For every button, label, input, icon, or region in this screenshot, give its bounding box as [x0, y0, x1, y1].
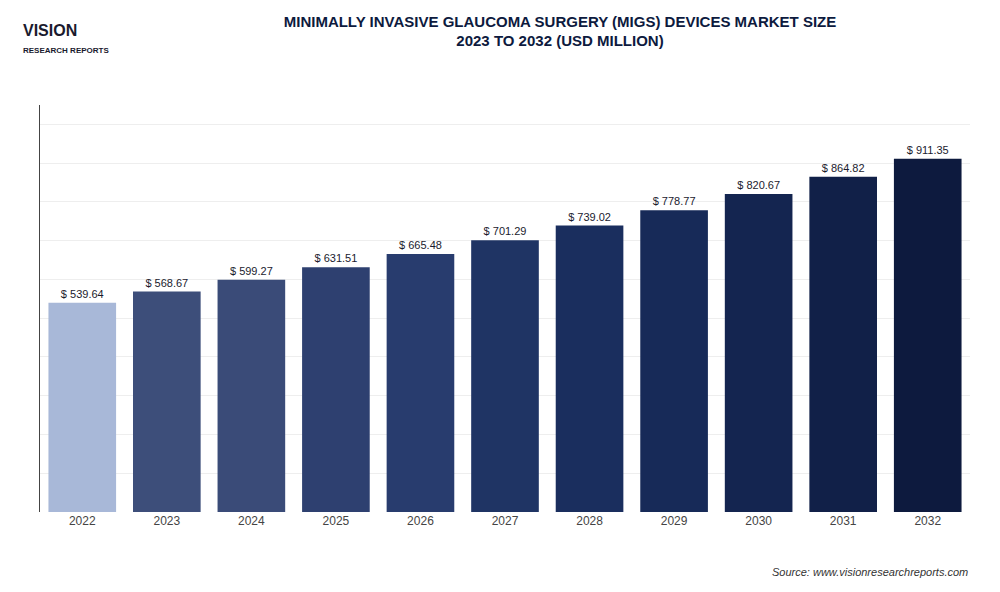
svg-text:2030: 2030 — [745, 514, 772, 528]
svg-text:$ 778.77: $ 778.77 — [653, 195, 696, 207]
svg-text:2027: 2027 — [492, 514, 519, 528]
svg-text:$ 911.35: $ 911.35 — [907, 144, 949, 156]
svg-text:VISION: VISION — [23, 22, 77, 39]
svg-text:2028: 2028 — [576, 514, 603, 528]
svg-text:$ 701.29: $ 701.29 — [484, 225, 527, 237]
svg-text:$ 539.64: $ 539.64 — [61, 288, 104, 300]
svg-text:2029: 2029 — [661, 514, 688, 528]
svg-text:2026: 2026 — [407, 514, 434, 528]
svg-text:2024: 2024 — [238, 514, 265, 528]
svg-text:2025: 2025 — [323, 514, 350, 528]
svg-text:2022: 2022 — [69, 514, 96, 528]
svg-text:RESEARCH REPORTS: RESEARCH REPORTS — [23, 46, 109, 55]
svg-text:$ 820.67: $ 820.67 — [737, 179, 780, 191]
svg-text:2031: 2031 — [830, 514, 857, 528]
svg-text:$ 665.48: $ 665.48 — [399, 239, 442, 251]
svg-text:2032: 2032 — [914, 514, 941, 528]
svg-text:MINIMALLY INVASIVE GLAUCOMA SU: MINIMALLY INVASIVE GLAUCOMA SURGERY (MIG… — [284, 13, 837, 50]
svg-text:$ 599.27: $ 599.27 — [230, 265, 273, 277]
svg-text:$ 568.67: $ 568.67 — [145, 277, 188, 289]
svg-text:2023: 2023 — [153, 514, 180, 528]
svg-text:$ 864.82: $ 864.82 — [822, 162, 865, 174]
svg-text:$ 631.51: $ 631.51 — [314, 252, 357, 264]
svg-text:$ 739.02: $ 739.02 — [568, 211, 611, 223]
svg-text:Source: www.visionresearchrepo: Source: www.visionresearchreports.com — [772, 566, 968, 578]
